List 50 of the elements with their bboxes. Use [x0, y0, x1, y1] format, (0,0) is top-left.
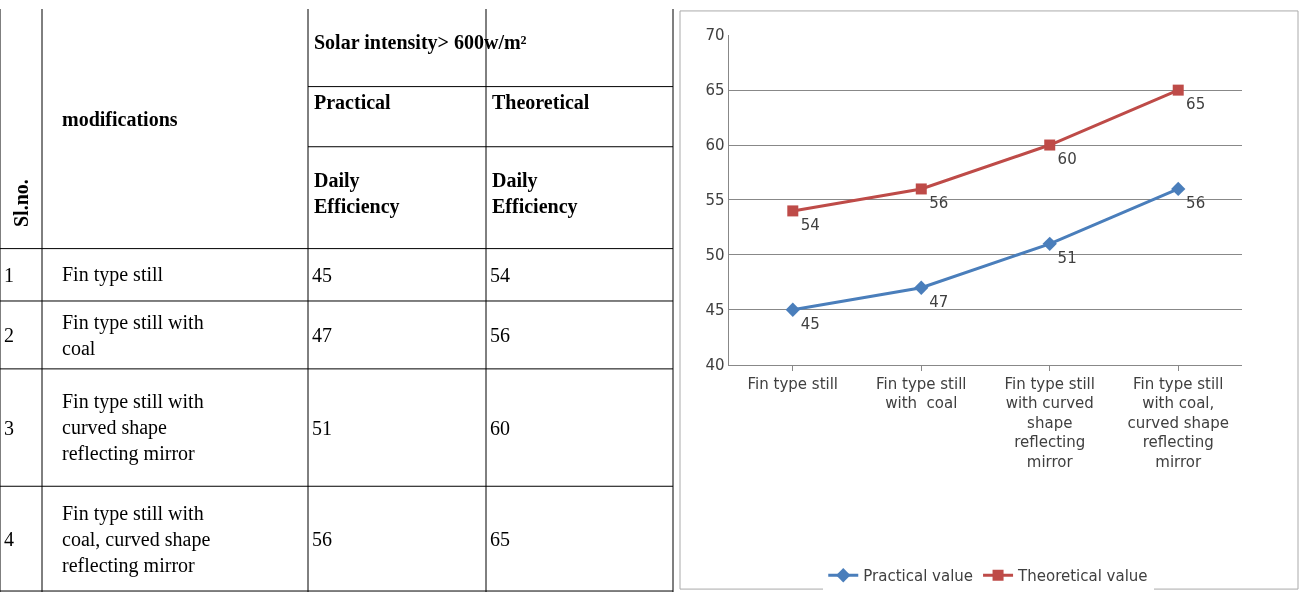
x-tick-label: Fin type still: [747, 374, 839, 393]
y-tick-label: 70: [705, 26, 725, 45]
data-label: 45: [800, 314, 820, 333]
text: Sl.no.: [9, 179, 32, 228]
text: 45: [312, 264, 332, 286]
text: Fin type still: [62, 263, 164, 286]
text: 2: [4, 324, 14, 346]
text: modifications: [62, 108, 178, 130]
text: 47: [312, 324, 332, 346]
data-label: 56: [1186, 194, 1206, 213]
text: 56: [312, 528, 332, 550]
data-label: 56: [929, 194, 949, 213]
point: [785, 302, 800, 317]
x-tick-label: Fin type still with curved shape reflecting mirror: [1004, 374, 1095, 471]
point: [915, 183, 927, 195]
text: Theoretical: [492, 91, 590, 113]
data-label: 54: [800, 216, 820, 235]
y-tick-label: 55: [705, 191, 725, 210]
data-label: 47: [929, 292, 949, 311]
text: 51: [312, 417, 332, 439]
point: [1171, 181, 1186, 197]
point: [787, 205, 799, 217]
y-tick-label: 65: [705, 81, 725, 100]
data-label: 60: [1057, 150, 1077, 169]
text: Daily Efficiency: [492, 169, 578, 218]
y-tick-label: 45: [705, 300, 725, 319]
text: 4: [4, 528, 14, 550]
legend-label: Theoretical value: [1017, 567, 1148, 586]
text: 65: [490, 528, 510, 550]
text: 54: [490, 264, 510, 286]
text: Practical: [314, 91, 392, 113]
y-tick-label: 60: [705, 136, 725, 155]
point: [1042, 236, 1057, 251]
x-tick-label: Fin type still with coal, curved shape reflecting mirror: [1127, 374, 1230, 471]
point: [914, 280, 929, 295]
text: Solar intensity> 600w/m²: [314, 31, 527, 54]
text: 3: [4, 417, 14, 439]
text: 60: [490, 417, 510, 439]
data-label: 65: [1186, 95, 1206, 114]
y-tick-label: 50: [705, 246, 725, 265]
text: 1: [4, 264, 14, 286]
point: [1044, 139, 1056, 151]
y-tick-label: 40: [705, 355, 725, 374]
text: Fin type still with coal, curved shape reflecting mirror: [62, 502, 211, 577]
x-tick-label: Fin type still with coal: [876, 374, 967, 413]
text: Fin type still with coal: [62, 311, 204, 359]
legend-label: Practical value: [863, 567, 974, 586]
point: [1172, 84, 1184, 96]
text: 56: [490, 324, 510, 346]
text: Daily Efficiency: [314, 169, 400, 218]
